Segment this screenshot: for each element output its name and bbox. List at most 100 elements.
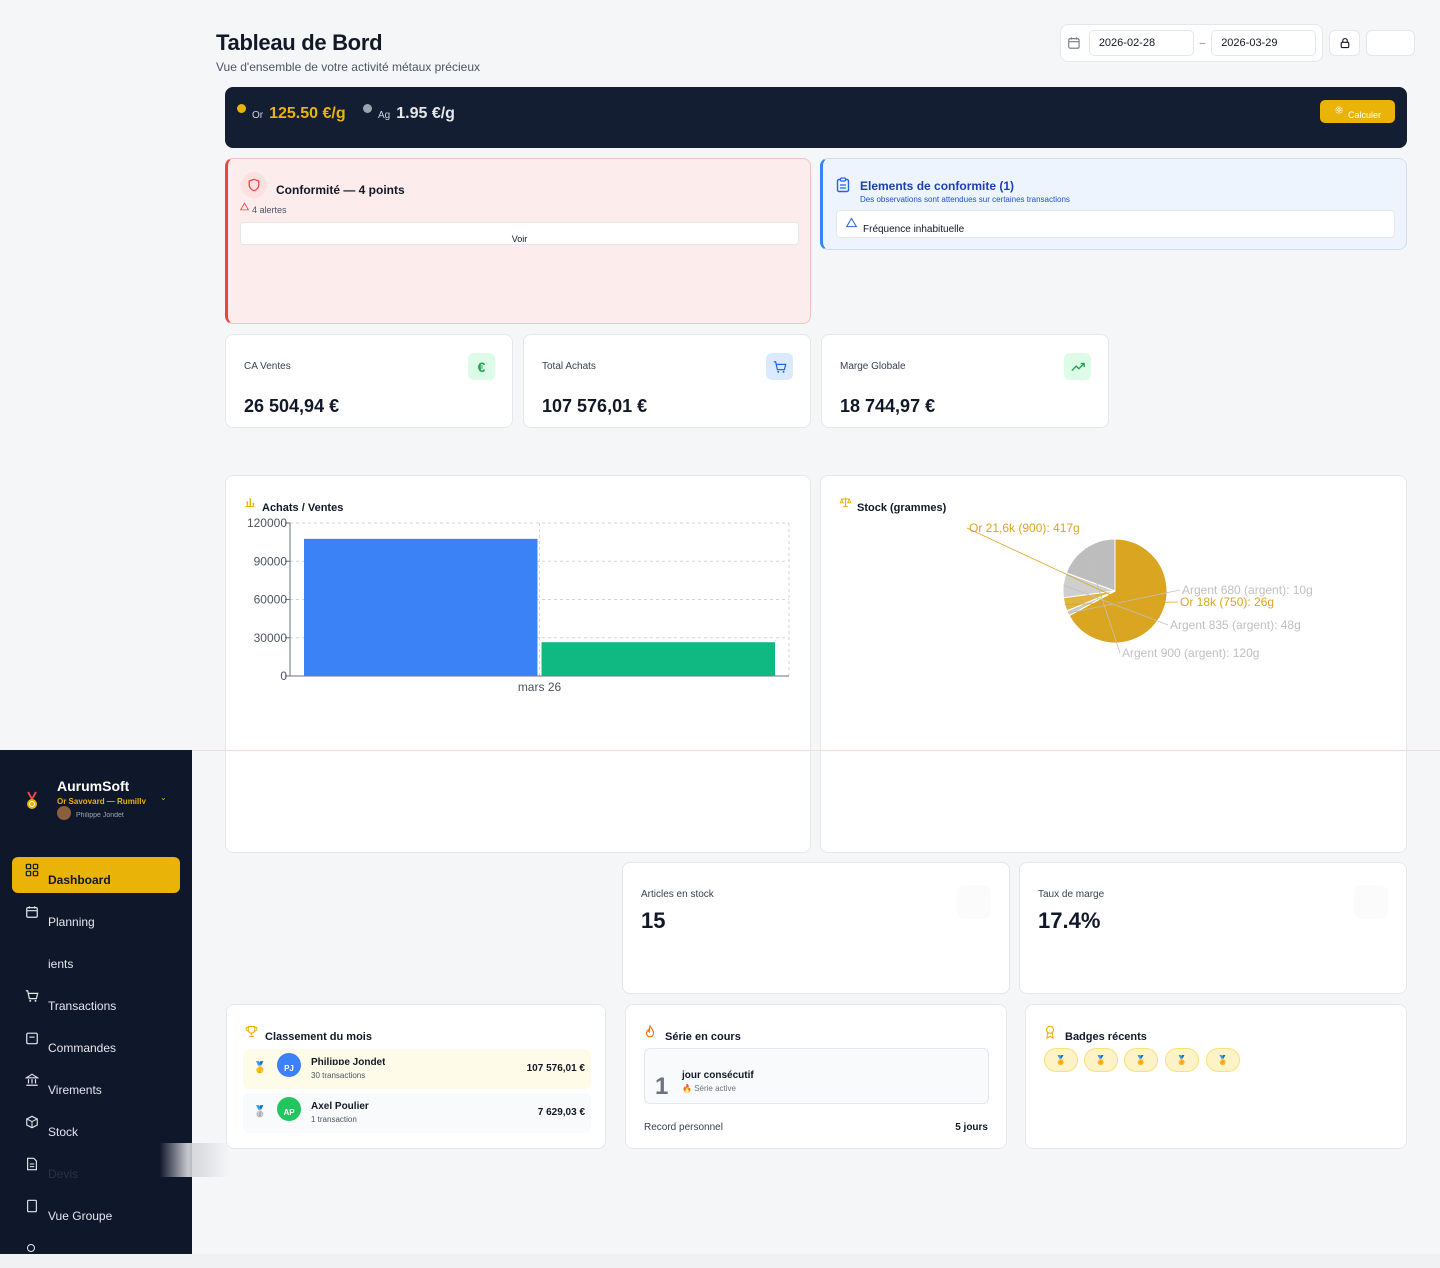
sidebar-item-dashboard[interactable]: Dashboard bbox=[12, 857, 180, 893]
panel-title: Série en cours bbox=[665, 1031, 741, 1043]
y-tick-label: 120000 bbox=[247, 516, 287, 530]
bar bbox=[304, 538, 538, 676]
kpi-label: Taux de marge bbox=[1038, 889, 1105, 900]
kpi-value: 107 576,01 € bbox=[542, 396, 648, 416]
silver-price: Ag 1.95 €/g bbox=[363, 104, 455, 123]
pie-leader-line bbox=[1067, 589, 1181, 614]
streak-label: jour consécutif bbox=[682, 1070, 754, 1081]
badge-medal-icon[interactable]: 🏅 bbox=[1124, 1048, 1158, 1072]
dashboard-icon bbox=[24, 863, 39, 878]
date-range-picker: 2026-02-28 – 2026-03-29 bbox=[1060, 24, 1323, 62]
kpi-label: CA Ventes bbox=[244, 361, 291, 372]
badge-medal-icon[interactable]: 🏅 bbox=[1165, 1048, 1199, 1072]
scale-icon bbox=[839, 497, 852, 508]
clipboard-icon bbox=[24, 1031, 39, 1046]
badge-medal-icon[interactable]: 🏅 bbox=[1084, 1048, 1118, 1072]
sidebar-item-label: Vue Groupe bbox=[48, 1209, 113, 1223]
sidebar-item-transactions[interactable]: Transactions bbox=[12, 983, 180, 1019]
streak-number: 1 bbox=[655, 1073, 669, 1100]
sidebar-item-label: Virements bbox=[48, 1083, 102, 1097]
kpi-label: Marge Globale bbox=[840, 361, 906, 372]
cart-icon bbox=[766, 353, 793, 380]
pie-leader-line bbox=[1063, 584, 1169, 626]
box-icon bbox=[957, 885, 991, 919]
panel-title: Stock (grammes) bbox=[857, 502, 947, 514]
kpi-value: 15 bbox=[641, 908, 666, 933]
page-title: Tableau de Bord bbox=[216, 30, 383, 55]
start-date-input[interactable]: 2026-02-28 bbox=[1088, 30, 1194, 56]
record-value: 5 jours bbox=[955, 1122, 988, 1133]
pie-label: Argent 900 (argent): 120g bbox=[1122, 646, 1259, 660]
ranking-count: 1 transaction bbox=[311, 1115, 357, 1124]
streak-box: 1 jour consécutif 🔥 Série active bbox=[644, 1048, 989, 1104]
compliance-elements-card: Elements de conformite (1) Des observati… bbox=[820, 158, 1407, 250]
panel-title: Badges récents bbox=[1065, 1031, 1147, 1043]
record-label: Record personnel bbox=[644, 1122, 723, 1133]
sidebar-item-vue-groupe[interactable]: Vue Groupe bbox=[12, 1193, 180, 1229]
warning-icon bbox=[240, 201, 249, 210]
header-action-button[interactable] bbox=[1366, 30, 1415, 56]
kpi-label: Articles en stock bbox=[641, 889, 714, 900]
y-tick-label: 60000 bbox=[254, 593, 288, 607]
metal-price-bar: Or 125.50 €/g Ag 1.95 €/g Calculer bbox=[225, 87, 1407, 148]
gold-dot bbox=[237, 104, 246, 113]
sidebar-item-label: Dashboard bbox=[48, 873, 111, 887]
sidebar-item-stock[interactable]: Stock bbox=[12, 1109, 180, 1145]
flame-icon bbox=[645, 1025, 655, 1038]
ranking-row[interactable]: 🥇 PJ Philippe Jondet 30 transactions 107… bbox=[243, 1049, 591, 1089]
view-compliance-button[interactable]: Voir bbox=[240, 222, 799, 245]
sidebar-item-virements[interactable]: Virements bbox=[12, 1067, 180, 1103]
compliance-element-row[interactable]: Fréquence inhabituelle bbox=[836, 210, 1395, 238]
calculate-button[interactable]: Calculer bbox=[1320, 100, 1395, 123]
kpi-ca-ventes: CA Ventes 26 504,94 € € bbox=[225, 334, 513, 428]
settings-icon[interactable] bbox=[27, 1244, 35, 1252]
kpi-taux-marge: Taux de marge 17.4% bbox=[1019, 862, 1407, 994]
building-icon bbox=[24, 1199, 39, 1214]
badge-medal-icon[interactable]: 🏅 bbox=[1206, 1048, 1240, 1072]
lock-button[interactable] bbox=[1329, 30, 1360, 56]
ranking-panel: Classement du mois 🥇 PJ Philippe Jondet … bbox=[226, 1004, 606, 1149]
sidebar-item-clients[interactable]: ients bbox=[12, 941, 180, 977]
document-icon bbox=[24, 1157, 39, 1172]
sidebar: AurumSoft Or Savoyard — Rumilly ⌄ Philip… bbox=[0, 750, 192, 1254]
sidebar-item-devis[interactable]: Devis bbox=[12, 1151, 180, 1187]
page-subtitle: Vue d'ensemble de votre activité métaux … bbox=[216, 60, 480, 74]
smudge-overlay bbox=[160, 1143, 230, 1177]
silver-dot bbox=[363, 104, 372, 113]
badge-medal-icon[interactable]: 🏅 bbox=[1044, 1048, 1078, 1072]
compliance-element-label: Fréquence inhabituelle bbox=[863, 224, 965, 235]
x-tick-label: mars 26 bbox=[518, 680, 562, 694]
silver-label: Ag bbox=[378, 110, 391, 121]
compliance-title: Conformité — 4 points bbox=[276, 183, 405, 197]
ranking-amount: 107 576,01 € bbox=[526, 1063, 585, 1074]
y-tick-label: 30000 bbox=[254, 631, 288, 645]
sidebar-item-commandes[interactable]: Commandes bbox=[12, 1025, 180, 1061]
sidebar-item-label: Commandes bbox=[48, 1041, 117, 1055]
medal-logo-icon bbox=[27, 791, 37, 809]
sidebar-item-planning[interactable]: Planning bbox=[12, 899, 180, 935]
calendar-icon bbox=[1068, 37, 1080, 49]
compliance-alerts: 4 alertes bbox=[240, 201, 287, 215]
streak-status: 🔥 Série active bbox=[682, 1084, 736, 1093]
kpi-value: 26 504,94 € bbox=[244, 396, 340, 416]
bar bbox=[541, 642, 775, 676]
organization-selector[interactable]: Or Savoyard — Rumilly bbox=[57, 797, 146, 804]
gear-icon bbox=[1335, 105, 1343, 114]
kpi-value: 17.4% bbox=[1038, 908, 1101, 933]
ranking-row[interactable]: 🥈 AP Axel Poulier 1 transaction 7 629,03… bbox=[243, 1093, 591, 1133]
gold-medal-icon: 🥇 bbox=[253, 1062, 267, 1074]
euro-icon: € bbox=[468, 353, 495, 380]
badges-panel: Badges récents 🏅 🏅 🏅 🏅 🏅 bbox=[1025, 1004, 1407, 1149]
avatar: AP bbox=[277, 1097, 301, 1121]
gold-price: Or 125.50 €/g bbox=[237, 104, 346, 123]
kpi-value: 18 744,97 € bbox=[840, 396, 936, 416]
chevron-down-icon[interactable]: ⌄ bbox=[160, 793, 167, 802]
end-date-input[interactable]: 2026-03-29 bbox=[1211, 30, 1316, 56]
compliance-card: Conformité — 4 points 4 alertes Voir bbox=[225, 158, 811, 324]
y-tick-label: 90000 bbox=[254, 554, 288, 568]
silver-value: 1.95 €/g bbox=[396, 105, 455, 122]
brand-name: AurumSoft bbox=[57, 778, 130, 791]
streak-panel: Série en cours 1 jour consécutif 🔥 Série… bbox=[625, 1004, 1007, 1149]
sidebar-item-label: Devis bbox=[48, 1167, 79, 1181]
sidebar-item-label: Transactions bbox=[48, 999, 117, 1013]
